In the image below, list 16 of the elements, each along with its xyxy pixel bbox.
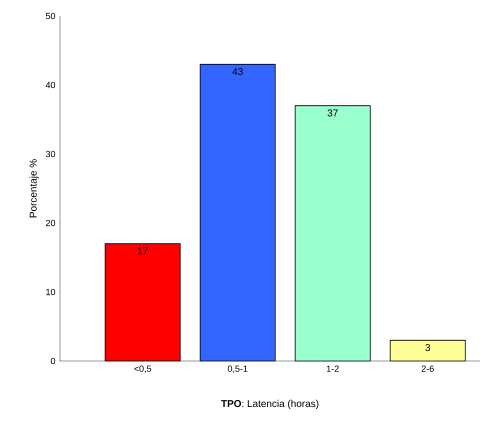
y-tick-label: 40 bbox=[46, 82, 56, 88]
x-tick-label: 2-6 bbox=[422, 366, 434, 372]
y-tick-label: 0 bbox=[50, 358, 56, 364]
y-axis-title: Porcentaje % bbox=[29, 159, 39, 218]
y-tick-label: 50 bbox=[46, 12, 56, 20]
y-tick-label: 30 bbox=[46, 150, 56, 158]
x-tick-label: 0,5-1 bbox=[228, 366, 248, 373]
data-label: 37 bbox=[328, 109, 338, 116]
x-axis-title: TPO: Latencia (horas) bbox=[221, 400, 318, 410]
data-label: 17 bbox=[138, 247, 148, 254]
x-tick-label: <0,5 bbox=[134, 366, 152, 373]
data-label: 3 bbox=[425, 344, 430, 352]
y-tick-label: 20 bbox=[46, 220, 56, 226]
data-label: 43 bbox=[232, 68, 243, 76]
x-tick-label: 1-2 bbox=[326, 366, 339, 372]
y-tick-label: 10 bbox=[46, 288, 56, 296]
